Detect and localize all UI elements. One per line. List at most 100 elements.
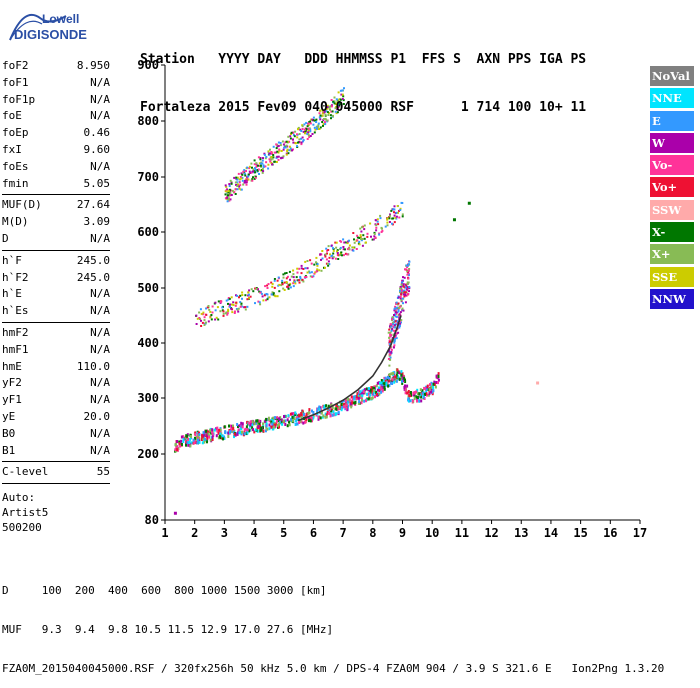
trace-point bbox=[253, 177, 256, 180]
trace-point bbox=[388, 383, 391, 387]
trace-point bbox=[246, 176, 249, 179]
trace-point bbox=[205, 438, 208, 442]
trace-point bbox=[226, 313, 229, 316]
trace-point bbox=[200, 312, 203, 315]
trace-point bbox=[313, 131, 316, 134]
trace-point bbox=[310, 271, 313, 274]
trace-point bbox=[312, 116, 315, 119]
trace-point bbox=[227, 190, 230, 193]
trace-point bbox=[238, 187, 241, 190]
trace-point bbox=[404, 387, 407, 391]
trace-point bbox=[358, 237, 361, 239]
trace-point bbox=[336, 100, 339, 103]
trace-point bbox=[337, 91, 340, 94]
trace-point bbox=[308, 408, 311, 412]
trace-point bbox=[337, 407, 340, 411]
param-value: 3.09 bbox=[83, 215, 111, 229]
trace-point bbox=[342, 103, 345, 105]
param-label: yE bbox=[2, 409, 16, 423]
trace-point bbox=[316, 263, 319, 266]
trace-point bbox=[389, 326, 392, 329]
trace-point bbox=[296, 136, 299, 139]
trace-point bbox=[348, 400, 351, 404]
trace-point bbox=[350, 403, 353, 407]
trace-point bbox=[248, 167, 251, 170]
trace-point bbox=[269, 148, 271, 151]
trace-point bbox=[339, 246, 342, 249]
trace-point bbox=[382, 379, 385, 383]
trace-point bbox=[234, 193, 237, 195]
trace-point bbox=[266, 284, 269, 287]
auto-label: Auto: bbox=[2, 491, 36, 505]
trace-point bbox=[394, 308, 397, 311]
trace-point bbox=[241, 294, 244, 296]
trace-point bbox=[400, 293, 403, 296]
trace-point bbox=[314, 271, 317, 274]
trace-point bbox=[319, 416, 322, 420]
footer-distance-line: D 100 200 400 600 800 1000 1500 3000 [km… bbox=[2, 584, 327, 597]
trace-point bbox=[398, 324, 401, 327]
trace-point bbox=[174, 443, 177, 447]
trace-point bbox=[258, 162, 261, 165]
trace-point bbox=[395, 315, 398, 318]
trace-point bbox=[311, 133, 314, 135]
trace-point bbox=[177, 447, 180, 450]
trace-point bbox=[203, 319, 206, 322]
trace-point bbox=[325, 110, 328, 113]
trace-point bbox=[357, 394, 360, 398]
trace-point bbox=[240, 302, 243, 305]
trace-point bbox=[277, 144, 280, 147]
trace-point bbox=[333, 413, 336, 417]
trace-point bbox=[248, 165, 251, 168]
param-row: C-level 55 bbox=[2, 464, 110, 481]
param-row: B1 N/A bbox=[2, 443, 110, 460]
trace-point bbox=[302, 412, 305, 416]
trace-point bbox=[433, 383, 436, 386]
trace-point bbox=[186, 441, 189, 445]
trace-point bbox=[239, 305, 242, 308]
trace-point bbox=[392, 208, 395, 211]
trace-point bbox=[402, 293, 405, 296]
trace-point bbox=[207, 305, 210, 307]
trace-point bbox=[189, 444, 192, 448]
trace-point bbox=[203, 440, 206, 444]
trace-point bbox=[396, 368, 399, 372]
x-tick-label: 13 bbox=[514, 526, 528, 540]
trace-point bbox=[353, 397, 356, 401]
trace-point bbox=[309, 259, 312, 262]
trace-point bbox=[373, 386, 375, 390]
trace-point bbox=[281, 156, 284, 159]
trace-point bbox=[298, 138, 301, 141]
trace-point bbox=[373, 231, 376, 234]
trace-point bbox=[194, 439, 197, 443]
trace-point bbox=[388, 373, 391, 377]
header-line-1: Station YYYY DAY DDD HHMMSS P1 FFS S AXN… bbox=[140, 52, 587, 67]
trace-point bbox=[298, 267, 301, 270]
trace-point bbox=[378, 233, 381, 236]
station-header: Station YYYY DAY DDD HHMMSS P1 FFS S AXN… bbox=[140, 20, 586, 132]
trace-point bbox=[406, 384, 409, 388]
trace-point bbox=[311, 118, 314, 121]
trace-point bbox=[270, 161, 273, 164]
plot-area bbox=[173, 87, 540, 515]
trace-point bbox=[330, 110, 333, 113]
trace-point bbox=[375, 390, 377, 394]
trace-point bbox=[326, 104, 329, 107]
trace-point bbox=[234, 181, 237, 184]
trace-point bbox=[289, 137, 292, 140]
trace-point bbox=[326, 410, 329, 414]
trace-point bbox=[321, 121, 324, 123]
trace-point bbox=[280, 157, 282, 160]
trace-point bbox=[313, 272, 316, 275]
trace-point bbox=[291, 415, 294, 419]
trace-point bbox=[269, 160, 272, 163]
trace-point bbox=[268, 427, 271, 431]
trace-point bbox=[194, 436, 196, 440]
param-row: M(D) 3.09 bbox=[2, 214, 110, 231]
trace-point bbox=[403, 291, 406, 294]
param-value: 0.46 bbox=[83, 126, 111, 140]
trace-point bbox=[267, 417, 270, 421]
trace-point bbox=[236, 185, 239, 187]
trace-point bbox=[274, 295, 277, 298]
trace-point bbox=[358, 395, 361, 399]
